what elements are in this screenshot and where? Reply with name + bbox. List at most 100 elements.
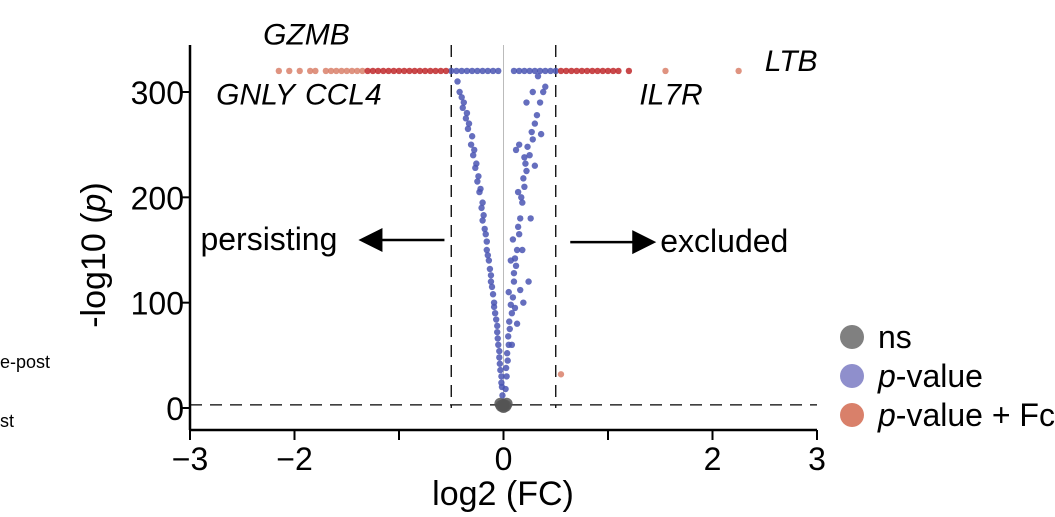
data-point [512, 262, 520, 269]
data-point [442, 67, 450, 75]
data-point [505, 333, 512, 340]
data-point [421, 67, 429, 75]
data-point [480, 212, 487, 219]
legend-label: p-value + Fc [877, 397, 1055, 433]
data-point [662, 67, 669, 75]
data-point [502, 385, 509, 393]
data-point [479, 67, 486, 75]
legend-marker [840, 364, 864, 388]
data-point [474, 67, 481, 75]
data-point [454, 78, 461, 85]
data-point [536, 67, 544, 75]
data-point [471, 146, 478, 154]
data-point [333, 67, 340, 75]
data-point [504, 357, 511, 364]
data-point [494, 335, 501, 342]
data-point [552, 67, 559, 75]
data-point [509, 236, 517, 243]
data-point [521, 154, 528, 161]
data-point [448, 67, 455, 75]
data-point [406, 67, 413, 75]
x-tick-label: 2 [704, 441, 722, 477]
data-point [486, 265, 494, 273]
data-point [359, 67, 366, 75]
data-point [502, 364, 510, 372]
y-axis-label: -log10 (p) [75, 182, 113, 328]
data-point [468, 133, 476, 140]
data-point [490, 299, 498, 306]
data-point [509, 294, 517, 301]
gene-label: GZMB [263, 19, 350, 52]
data-point [568, 67, 575, 75]
data-point [475, 173, 482, 180]
left-fragment-1: e-post [0, 352, 50, 372]
data-point [526, 67, 533, 75]
legend-label: p-value [877, 358, 983, 394]
data-point [395, 67, 403, 75]
data-point [497, 366, 504, 374]
data-point [557, 371, 565, 378]
data-point [583, 67, 591, 75]
data-point [578, 67, 586, 75]
data-point [514, 188, 522, 196]
data-point [483, 246, 490, 254]
data-point [474, 178, 481, 185]
data-point [508, 310, 516, 317]
y-tick-label: 0 [166, 391, 184, 427]
data-point [369, 67, 377, 75]
data-point [385, 67, 392, 75]
data-point [432, 67, 439, 75]
data-point [522, 160, 529, 167]
data-point [507, 257, 515, 264]
data-point [534, 73, 542, 80]
data-point [533, 111, 541, 119]
data-point [496, 347, 503, 355]
data-point [401, 67, 408, 75]
data-point [512, 146, 520, 154]
data-point [520, 175, 527, 182]
data-point [529, 136, 536, 143]
data-point [513, 246, 521, 254]
data-point [525, 278, 532, 285]
data-point [458, 67, 465, 75]
data-point [487, 272, 495, 279]
data-point [427, 67, 434, 75]
data-point [531, 162, 539, 169]
data-point [390, 67, 397, 75]
data-point [526, 152, 533, 159]
data-point [312, 67, 319, 75]
data-point [489, 67, 497, 75]
data-point [476, 188, 483, 196]
y-tick-label: 100 [131, 286, 184, 322]
data-point [521, 183, 528, 190]
data-point [519, 199, 526, 206]
data-point [472, 164, 479, 172]
x-tick-label: 3 [808, 441, 826, 477]
data-point [468, 67, 476, 75]
data-point [343, 67, 350, 75]
data-point [465, 120, 473, 127]
x-tick-label: 0 [495, 441, 513, 477]
data-point [453, 67, 460, 75]
data-point [510, 67, 518, 75]
data-point [520, 299, 527, 306]
gene-label: IL7R [639, 79, 702, 112]
data-point [517, 215, 524, 222]
data-point [275, 67, 283, 75]
data-point [460, 99, 467, 106]
data-point [348, 67, 356, 75]
legend-label: ns [878, 319, 912, 355]
x-axis-label: log2 (FC) [432, 475, 574, 513]
data-point [478, 204, 485, 212]
data-point [515, 67, 523, 75]
data-point [458, 94, 465, 101]
data-point [524, 143, 531, 150]
annotation-persisting: persisting [200, 221, 337, 257]
data-point [515, 141, 523, 148]
data-point [625, 67, 633, 75]
data-point [489, 291, 497, 298]
x-tick-label: −3 [172, 441, 208, 477]
x-tick-label: −2 [276, 441, 312, 477]
data-point [479, 199, 486, 206]
